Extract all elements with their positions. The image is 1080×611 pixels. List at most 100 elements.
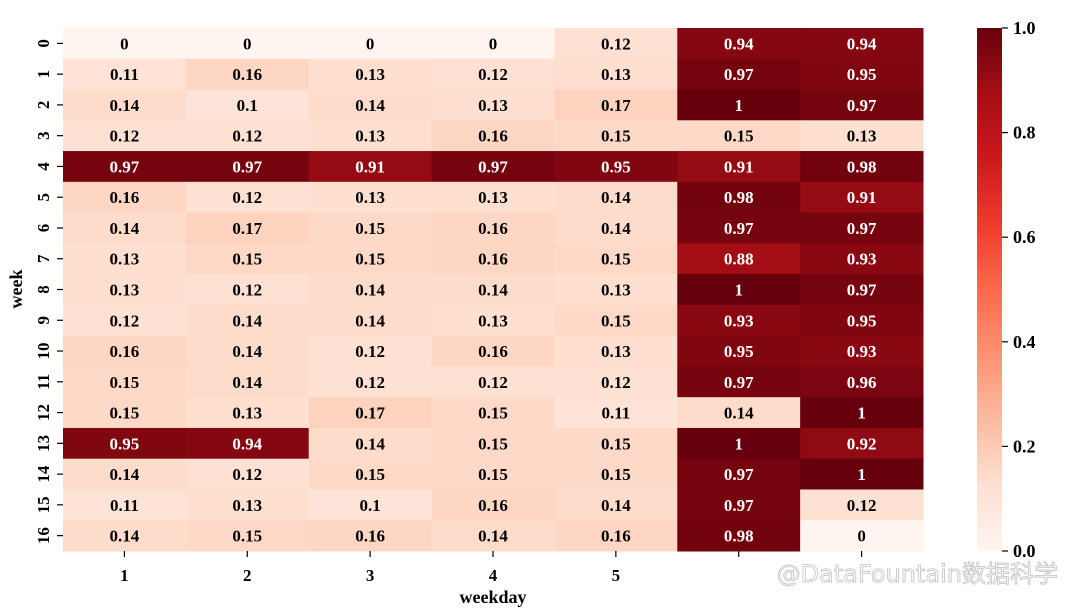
cell-value-label: 0.93 <box>847 342 877 361</box>
heatmap-cell <box>63 28 187 60</box>
cell-value-label: 0.14 <box>355 96 385 115</box>
heatmap-cell <box>431 397 555 429</box>
heatmap-cell <box>185 366 310 398</box>
y-tick-label: 4 <box>34 162 53 171</box>
heatmap-cell <box>800 120 924 152</box>
cell-value-label: 0.12 <box>232 281 262 300</box>
cell-value-label: 0.15 <box>232 250 262 269</box>
cell-value-label: 0 <box>857 527 866 546</box>
heatmap-cell <box>63 520 187 552</box>
cell-value-label: 0.11 <box>110 65 139 84</box>
cell-value-label: 0.11 <box>110 496 139 515</box>
cell-value-label: 0.14 <box>110 527 140 546</box>
heatmap-cell <box>308 458 433 490</box>
heatmap-cell <box>800 89 924 121</box>
cell-value-label: 0.93 <box>724 311 754 330</box>
cell-value-label: 0.13 <box>110 250 140 269</box>
heatmap-cell <box>308 89 433 121</box>
heatmap-cell <box>308 243 433 275</box>
colorbar: 0.0 0.2 0.4 0.6 0.8 1.0 <box>977 18 1036 561</box>
heatmap-cell <box>800 243 924 275</box>
cell-value-label: 0.12 <box>478 373 508 392</box>
cell-value-label: 0.15 <box>601 434 631 453</box>
heatmap-cell <box>185 458 310 490</box>
heatmap-cell <box>554 397 678 429</box>
cell-value-label: 0.98 <box>847 157 877 176</box>
heatmap-cell <box>185 151 310 183</box>
cell-value-label: 0.16 <box>478 219 508 238</box>
cell-value-label: 0.92 <box>847 434 877 453</box>
heatmap-cell <box>63 335 187 367</box>
heatmap-cell <box>800 274 924 306</box>
heatmap-cell <box>554 28 678 60</box>
cell-value-label: 0.14 <box>601 496 631 515</box>
heatmap-cell <box>308 335 433 367</box>
cell-value-label: 0.97 <box>724 465 754 484</box>
heatmap-cell <box>431 366 555 398</box>
cell-value-label: 0.15 <box>478 434 508 453</box>
heatmap-cell <box>185 520 310 552</box>
cell-value-label: 0.14 <box>478 281 508 300</box>
heatmap-cell <box>431 212 555 244</box>
heatmap-cell <box>185 304 310 337</box>
heatmap-cell <box>185 489 310 521</box>
heatmap-cell <box>308 304 433 337</box>
cell-value-label: 0.14 <box>232 311 262 330</box>
cell-value-label: 0 <box>489 34 498 53</box>
colorbar-tick-label: 0.6 <box>1013 227 1036 247</box>
cell-value-label: 1 <box>734 96 743 115</box>
heatmap-cell <box>308 520 433 552</box>
cell-value-label: 0.14 <box>355 434 385 453</box>
cell-value-label: 0.14 <box>478 527 508 546</box>
cell-value-label: 0.12 <box>601 373 631 392</box>
cell-value-label: 0.15 <box>724 127 754 146</box>
cell-value-label: 0.16 <box>478 342 508 361</box>
heatmap-cell <box>185 427 310 460</box>
cell-value-label: 0.14 <box>232 342 262 361</box>
heatmap-cell <box>554 212 678 244</box>
cell-value-label: 0.98 <box>724 527 754 546</box>
cell-value-label: 0.96 <box>847 373 877 392</box>
cell-value-label: 0.94 <box>724 34 754 53</box>
cell-value-label: 0.15 <box>110 373 140 392</box>
heatmap-cell <box>677 489 801 521</box>
heatmap-cell <box>677 28 801 60</box>
cell-value-label: 0.16 <box>478 250 508 269</box>
cell-value-label: 0.14 <box>110 465 140 484</box>
heatmap-cell <box>63 458 187 490</box>
x-tick-label: 1 <box>120 566 129 585</box>
heatmap-cell <box>431 274 555 306</box>
heatmap-cell <box>677 366 801 398</box>
cell-value-label: 0.13 <box>355 65 385 84</box>
heatmap-cell <box>800 458 924 490</box>
heatmap-cell <box>63 427 187 460</box>
colorbar-tick-label: 0.8 <box>1013 123 1036 143</box>
heatmap-cell <box>800 304 924 337</box>
heatmap-cell <box>800 212 924 244</box>
cell-value-label: 0.16 <box>232 65 262 84</box>
heatmap-cell <box>677 151 801 183</box>
heatmap-cell <box>677 520 801 552</box>
heatmap-cell <box>431 520 555 552</box>
colorbar-tick-label: 0.0 <box>1013 541 1036 561</box>
cell-value-label: 0.95 <box>847 311 877 330</box>
heatmap-cell <box>800 181 924 214</box>
y-tick-label: 8 <box>34 285 53 294</box>
heatmap-cell <box>308 366 433 398</box>
cell-value-label: 0.12 <box>355 373 385 392</box>
heatmap-cell <box>308 181 433 214</box>
heatmap-cell <box>63 243 187 275</box>
heatmap-cell <box>431 151 555 183</box>
y-tick-label: 14 <box>34 465 53 483</box>
heatmap-cell <box>185 181 310 214</box>
cell-value-label: 0.13 <box>478 188 508 207</box>
cell-value-label: 0.14 <box>232 373 262 392</box>
cell-value-label: 0.97 <box>847 281 877 300</box>
heatmap-cell <box>63 151 187 183</box>
cell-value-label: 0.15 <box>478 404 508 423</box>
heatmap-cell <box>185 120 310 152</box>
cell-value-label: 0.97 <box>847 96 877 115</box>
heatmap-cell <box>677 274 801 306</box>
cell-value-label: 0.14 <box>110 96 140 115</box>
